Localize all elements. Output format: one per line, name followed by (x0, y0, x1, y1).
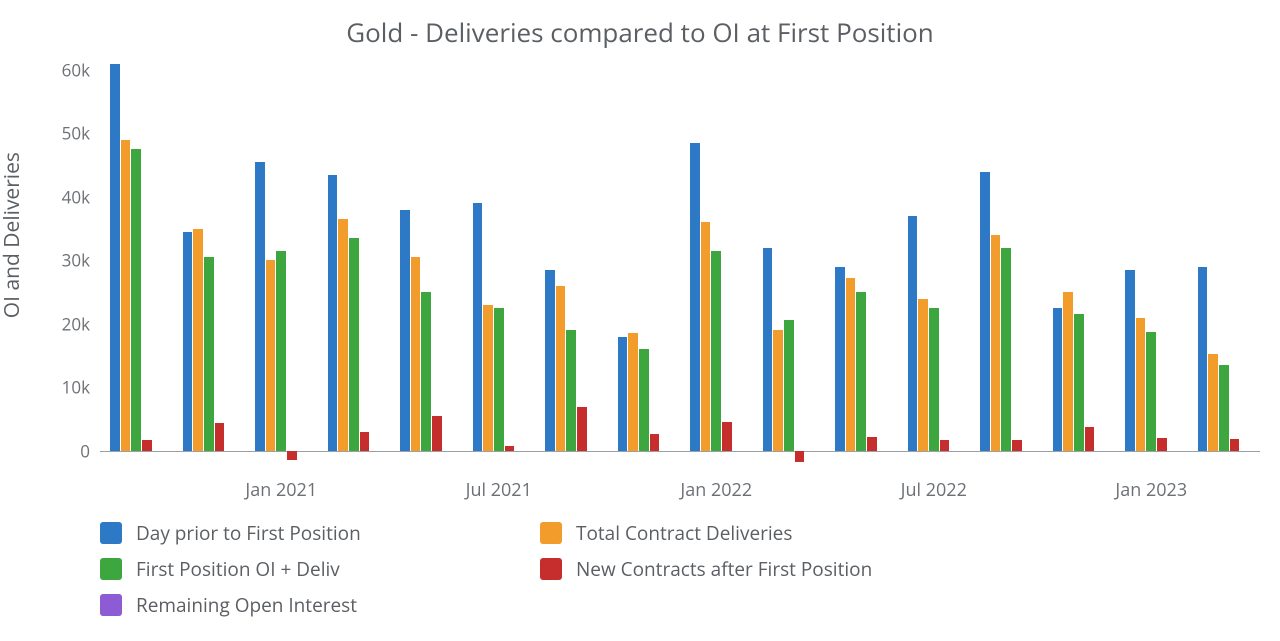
bar-day_prior (110, 64, 120, 451)
bar-new_after (1157, 438, 1167, 451)
legend-swatch (100, 594, 122, 616)
y-tick-label: 0 (80, 439, 90, 462)
chart-title: Gold - Deliveries compared to OI at Firs… (0, 14, 1280, 50)
bar-new_after (505, 446, 515, 451)
legend-swatch (540, 558, 562, 580)
legend-item-oi_deliv: First Position OI + Deliv (100, 556, 480, 582)
bar-deliveries (846, 278, 856, 451)
bar-deliveries (1063, 292, 1073, 451)
x-tick-label: Jan 2023 (1115, 478, 1187, 502)
bar-day_prior (473, 203, 483, 451)
bar-oi_deliv (349, 238, 359, 451)
bar-oi_deliv (639, 349, 649, 451)
bar-day_prior (255, 162, 265, 451)
bar-new_after (1085, 427, 1095, 450)
bar-deliveries (1208, 354, 1218, 451)
bar-deliveries (701, 222, 711, 451)
legend-swatch (100, 522, 122, 544)
bar-day_prior (1125, 270, 1135, 451)
bar-deliveries (556, 286, 566, 451)
chart-container: Gold - Deliveries compared to OI at Firs… (0, 0, 1280, 641)
x-tick-label: Jan 2021 (245, 478, 317, 502)
bar-oi_deliv (1146, 332, 1156, 451)
legend-item-new_after: New Contracts after First Position (540, 556, 920, 582)
x-tick-label: Jul 2022 (901, 478, 967, 502)
bar-deliveries (1136, 318, 1146, 451)
bar-new_after (722, 422, 732, 451)
bar-day_prior (400, 210, 410, 451)
bar-new_after (142, 440, 152, 451)
bar-new_after (577, 407, 587, 451)
bar-deliveries (266, 260, 276, 450)
bar-new_after (1012, 440, 1022, 451)
zero-axis-line (100, 451, 1260, 452)
bar-new_after (650, 434, 660, 451)
plot-inner: 010k20k30k40k50k60kJan 2021Jul 2021Jan 2… (100, 70, 1260, 470)
bar-day_prior (328, 175, 338, 451)
legend: Day prior to First Position Total Contrac… (100, 520, 1260, 628)
y-tick-label: 30k (62, 249, 90, 272)
bar-new_after (287, 451, 297, 461)
legend-item-deliveries: Total Contract Deliveries (540, 520, 920, 546)
bar-day_prior (835, 267, 845, 451)
bar-deliveries (193, 229, 203, 451)
bar-day_prior (183, 232, 193, 451)
bar-new_after (215, 423, 225, 451)
bar-deliveries (483, 305, 493, 451)
bar-day_prior (1053, 308, 1063, 451)
bar-oi_deliv (1001, 248, 1011, 451)
y-axis-label: OI and Deliveries (0, 152, 26, 318)
plot-area: 010k20k30k40k50k60kJan 2021Jul 2021Jan 2… (100, 70, 1260, 470)
bar-day_prior (1198, 267, 1208, 451)
legend-item-day_prior: Day prior to First Position (100, 520, 480, 546)
y-tick-label: 40k (62, 185, 90, 208)
bar-oi_deliv (421, 292, 431, 451)
bar-oi_deliv (856, 292, 866, 451)
bar-day_prior (690, 143, 700, 451)
y-tick-label: 20k (62, 312, 90, 335)
bar-new_after (795, 451, 805, 462)
bar-oi_deliv (1074, 314, 1084, 451)
bar-oi_deliv (131, 149, 141, 451)
legend-label: New Contracts after First Position (576, 556, 872, 582)
bar-oi_deliv (711, 251, 721, 451)
bar-day_prior (545, 270, 555, 451)
bar-deliveries (411, 257, 421, 451)
bar-deliveries (338, 219, 348, 451)
bar-oi_deliv (784, 320, 794, 451)
legend-label: First Position OI + Deliv (136, 556, 340, 582)
bar-new_after (360, 432, 370, 451)
legend-label: Day prior to First Position (136, 520, 361, 546)
y-tick-label: 10k (62, 376, 90, 399)
bar-day_prior (980, 172, 990, 451)
legend-label: Remaining Open Interest (136, 592, 357, 618)
bar-day_prior (908, 216, 918, 451)
bar-oi_deliv (566, 330, 576, 451)
y-tick-label: 60k (62, 59, 90, 82)
x-tick-label: Jul 2021 (466, 478, 532, 502)
bar-deliveries (628, 333, 638, 451)
bar-new_after (1230, 439, 1240, 451)
bar-deliveries (773, 330, 783, 451)
legend-swatch (540, 522, 562, 544)
bar-oi_deliv (494, 308, 504, 451)
bar-new_after (940, 440, 950, 451)
bar-deliveries (991, 235, 1001, 451)
bar-day_prior (763, 248, 773, 451)
bar-oi_deliv (929, 308, 939, 451)
bar-day_prior (618, 337, 628, 451)
bar-oi_deliv (204, 257, 214, 451)
bar-new_after (432, 416, 442, 451)
bar-deliveries (121, 140, 131, 451)
bar-deliveries (918, 299, 928, 451)
legend-item-remaining: Remaining Open Interest (100, 592, 480, 618)
bar-new_after (867, 437, 877, 451)
legend-label: Total Contract Deliveries (576, 520, 792, 546)
legend-swatch (100, 558, 122, 580)
bar-oi_deliv (276, 251, 286, 451)
y-tick-label: 50k (62, 122, 90, 145)
bar-oi_deliv (1219, 365, 1229, 451)
x-tick-label: Jan 2022 (680, 478, 752, 502)
